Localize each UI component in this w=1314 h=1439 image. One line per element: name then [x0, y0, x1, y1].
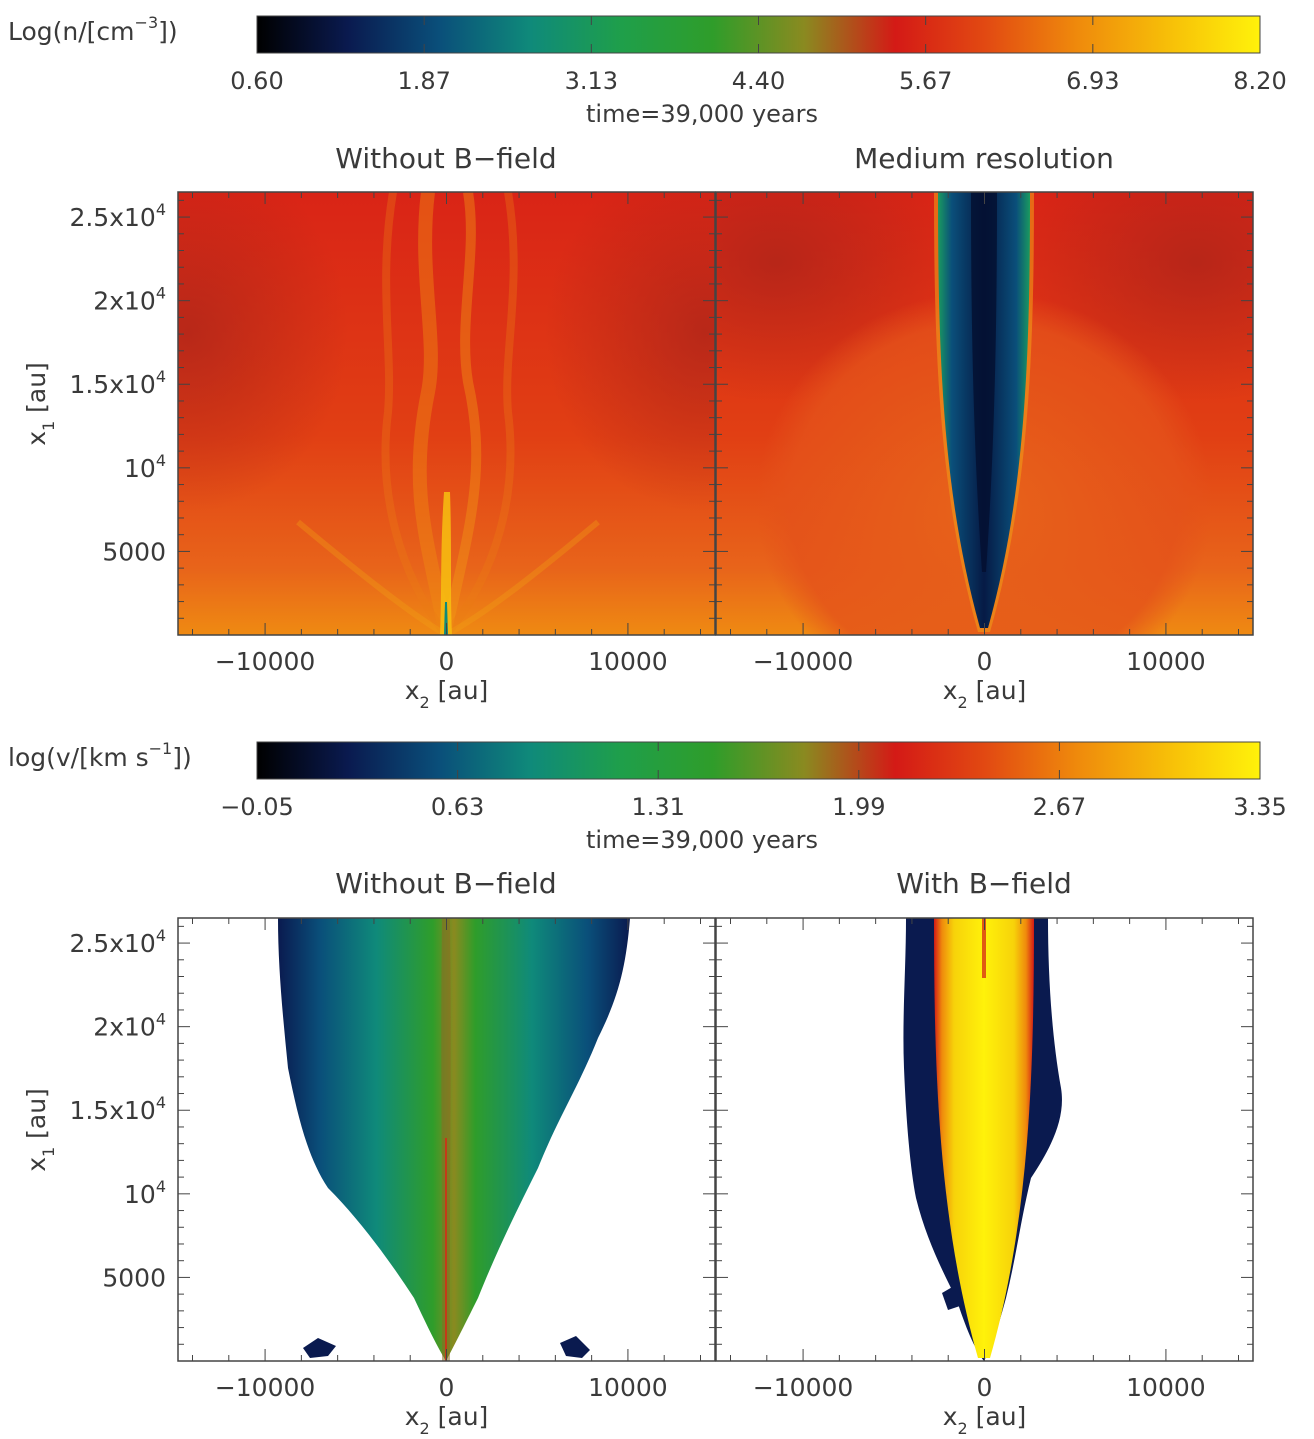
- colorbar-tick-label: 2.67: [1033, 793, 1086, 821]
- y-tick-label: 104: [124, 451, 166, 483]
- axis-labels: −10000 0 10000 x2 [au] −10000 0 10000 x2 [au] 2.…: [22, 200, 1206, 1438]
- y-axis-title: x1 [au]: [22, 1088, 58, 1172]
- density-central-column: [440, 492, 452, 635]
- y-tick-label: 104: [124, 1177, 166, 1209]
- density-filament: [441, 192, 482, 635]
- panel-title-2: Medium resolution: [854, 142, 1114, 175]
- density-cavity-core: [971, 192, 997, 572]
- velocity-outflow-region: [278, 918, 630, 1361]
- colorbar-density: Log(n/[cm−3]) 0.60 1.87 3.13 4.40 5.67 6.93 8.…: [8, 13, 1287, 128]
- x-tick-label: 10000: [588, 647, 668, 676]
- panel-density-without-b: [177, 191, 716, 636]
- colorbar-tick-label: 6.93: [1066, 67, 1119, 95]
- y-tick-label: 5000: [102, 1263, 166, 1292]
- velocity-patch: [303, 1338, 336, 1358]
- x-tick-label: 10000: [1126, 1373, 1206, 1402]
- y-tick-label: 1.5x104: [69, 367, 166, 399]
- colorbar-tick-label: 1.99: [832, 793, 885, 821]
- density-filament: [296, 519, 448, 635]
- colorbar-tick-label: 3.35: [1233, 793, 1286, 821]
- colorbar-velocity-label: log(v/[km s−1]): [8, 739, 192, 772]
- time-label-density: time=39,000 years: [586, 100, 818, 128]
- x-axis-title: x2 [au]: [943, 676, 1027, 712]
- y-tick-label: 2.5x104: [69, 200, 166, 232]
- colorbar-tick-label: 0.60: [230, 67, 283, 95]
- x-tick-label: 0: [439, 647, 455, 676]
- colorbar-tick-label: 3.13: [565, 67, 618, 95]
- velocity-jet-core: [445, 1138, 447, 1361]
- velocity-patch: [560, 1336, 590, 1358]
- y-tick-label: 2.5x104: [69, 926, 166, 958]
- colorbar-tick-label: 8.20: [1233, 67, 1286, 95]
- x-tick-label: 0: [977, 1373, 993, 1402]
- colorbar-tick-label: 0.63: [431, 793, 484, 821]
- colorbar-tick-label: 5.67: [899, 67, 952, 95]
- x-tick-label: 10000: [1126, 647, 1206, 676]
- x-tick-label: −10000: [215, 647, 315, 676]
- panel-density-medium-resolution: [715, 191, 1254, 636]
- density-filament: [442, 192, 518, 635]
- velocity-jet: [934, 918, 1034, 1358]
- panel-velocity-without-b: [177, 917, 716, 1362]
- colorbar-velocity: log(v/[km s−1]) −0.05 0.63 1.31 1.99 2.67 3.3…: [8, 739, 1287, 854]
- velocity-jet-axis: [982, 918, 986, 978]
- colorbar-tick-label: 4.40: [732, 67, 785, 95]
- panel-ticks: [178, 192, 715, 635]
- colorbar-velocity-ticks: −0.05 0.63 1.31 1.99 2.67 3.35: [220, 742, 1287, 821]
- y-tick-label: 5000: [102, 537, 166, 566]
- colorbar-density-ticks: 0.60 1.87 3.13 4.40 5.67 6.93 8.20: [230, 16, 1287, 95]
- y-tick-label: 2x104: [93, 284, 166, 316]
- panel-velocity-with-b: [715, 917, 1254, 1362]
- x-tick-label: −10000: [753, 1373, 853, 1402]
- x-tick-label: −10000: [215, 1373, 315, 1402]
- y-tick-label: 1.5x104: [69, 1093, 166, 1125]
- panel-ticks: [716, 192, 1253, 635]
- colorbar-density-label: Log(n/[cm−3]): [8, 13, 178, 46]
- colorbar-velocity-bar: [256, 741, 1261, 780]
- density-filament: [412, 192, 453, 635]
- panel-title-1: Without B−field: [335, 142, 556, 175]
- x-axis-title: x2 [au]: [943, 1402, 1027, 1438]
- y-tick-label: 2x104: [93, 1010, 166, 1042]
- x-axis-title: x2 [au]: [405, 676, 489, 712]
- colorbar-tick-label: 1.87: [397, 67, 450, 95]
- panel-ticks: [716, 918, 1253, 1361]
- colorbar-tick-label: −0.05: [220, 793, 294, 821]
- time-label-velocity: time=39,000 years: [586, 826, 818, 854]
- panel-title-4: With B−field: [896, 867, 1072, 900]
- x-tick-label: 10000: [588, 1373, 668, 1402]
- y-axis-title: x1 [au]: [22, 362, 58, 446]
- colorbar-tick-label: 1.31: [631, 793, 684, 821]
- panel-ticks: [178, 918, 715, 1361]
- velocity-patch: [942, 1286, 960, 1310]
- x-axis-title: x2 [au]: [405, 1402, 489, 1438]
- panel-title-3: Without B−field: [335, 867, 556, 900]
- x-tick-label: 0: [439, 1373, 455, 1402]
- density-filament: [444, 519, 600, 635]
- x-tick-label: 0: [977, 647, 993, 676]
- x-tick-label: −10000: [753, 647, 853, 676]
- density-filament: [381, 192, 450, 635]
